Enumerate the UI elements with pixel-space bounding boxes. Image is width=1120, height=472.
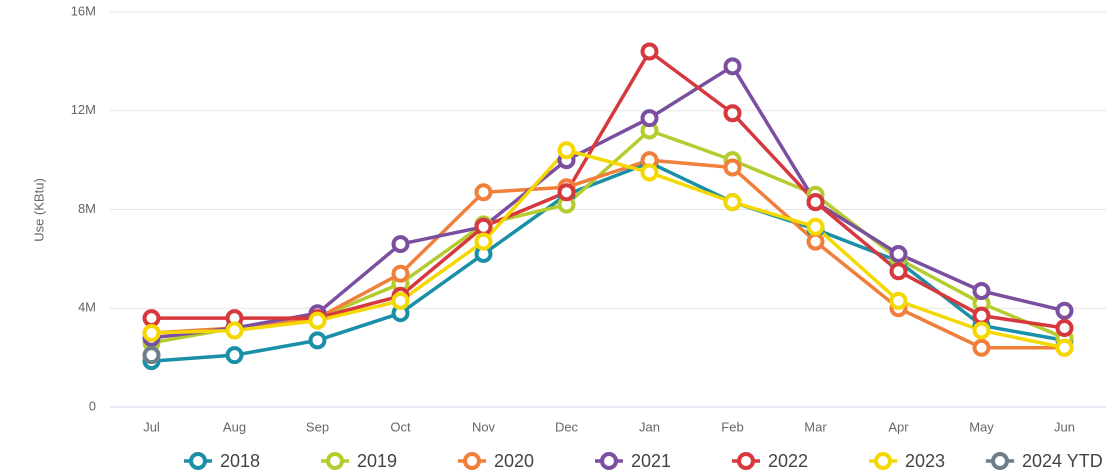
point	[640, 163, 659, 182]
point	[640, 42, 659, 61]
legend-marker	[600, 452, 618, 470]
legend-marker	[874, 452, 892, 470]
series-line	[151, 148, 1065, 350]
point	[1055, 301, 1074, 320]
point	[806, 193, 825, 212]
legend-marker	[463, 452, 481, 470]
point	[474, 217, 493, 236]
series-line	[151, 160, 1065, 363]
legend-label: 2018	[220, 451, 260, 471]
point	[723, 193, 742, 212]
point	[972, 321, 991, 340]
x-tick-label: Nov	[472, 419, 496, 434]
series-line	[151, 64, 1065, 340]
point	[723, 57, 742, 76]
point	[889, 291, 908, 310]
point	[391, 235, 410, 254]
point	[308, 311, 327, 330]
point	[806, 217, 825, 236]
legend-marker	[326, 452, 344, 470]
x-tick-label: Feb	[721, 419, 743, 434]
x-tick-label: Apr	[888, 419, 909, 434]
x-tick-label: Oct	[390, 419, 411, 434]
legend-label: 2021	[631, 451, 671, 471]
legend-marker	[991, 452, 1009, 470]
point	[391, 291, 410, 310]
legend-label: 2024 YTD	[1022, 451, 1103, 471]
x-tick-label: Jan	[639, 419, 660, 434]
legend-label: 2022	[768, 451, 808, 471]
x-tick-label: Aug	[223, 419, 246, 434]
y-tick-label: 8M	[78, 201, 96, 216]
point	[723, 158, 742, 177]
point	[225, 321, 244, 340]
point	[723, 104, 742, 123]
x-tick-label: Mar	[804, 419, 827, 434]
point	[1055, 338, 1074, 357]
x-tick-label: Dec	[555, 419, 579, 434]
point	[474, 232, 493, 251]
legend-label: 2023	[905, 451, 945, 471]
y-tick-label: 16M	[71, 3, 96, 18]
point	[308, 331, 327, 350]
x-tick-label: Sep	[306, 419, 329, 434]
x-tick-label: May	[969, 419, 994, 434]
point	[640, 109, 659, 128]
point	[142, 323, 161, 342]
x-tick-label: Jun	[1054, 419, 1075, 434]
point	[142, 346, 161, 365]
legend-marker	[189, 452, 207, 470]
point	[972, 281, 991, 300]
legend-label: 2019	[357, 451, 397, 471]
point	[972, 306, 991, 325]
legend-marker	[737, 452, 755, 470]
y-axis-label: Use (KBtu)	[31, 178, 46, 242]
y-tick-label: 4M	[78, 300, 96, 315]
y-tick-label: 0	[89, 398, 96, 413]
x-tick-label: Jul	[143, 419, 160, 434]
point	[557, 141, 576, 160]
y-tick-label: 12M	[71, 102, 96, 117]
point	[474, 183, 493, 202]
point	[391, 264, 410, 283]
point	[142, 309, 161, 328]
point	[972, 338, 991, 357]
point	[225, 346, 244, 365]
point	[806, 232, 825, 251]
point	[889, 244, 908, 263]
legend-label: 2020	[494, 451, 534, 471]
point	[889, 262, 908, 281]
point	[557, 183, 576, 202]
point	[1055, 319, 1074, 337]
series-line	[151, 49, 1065, 330]
